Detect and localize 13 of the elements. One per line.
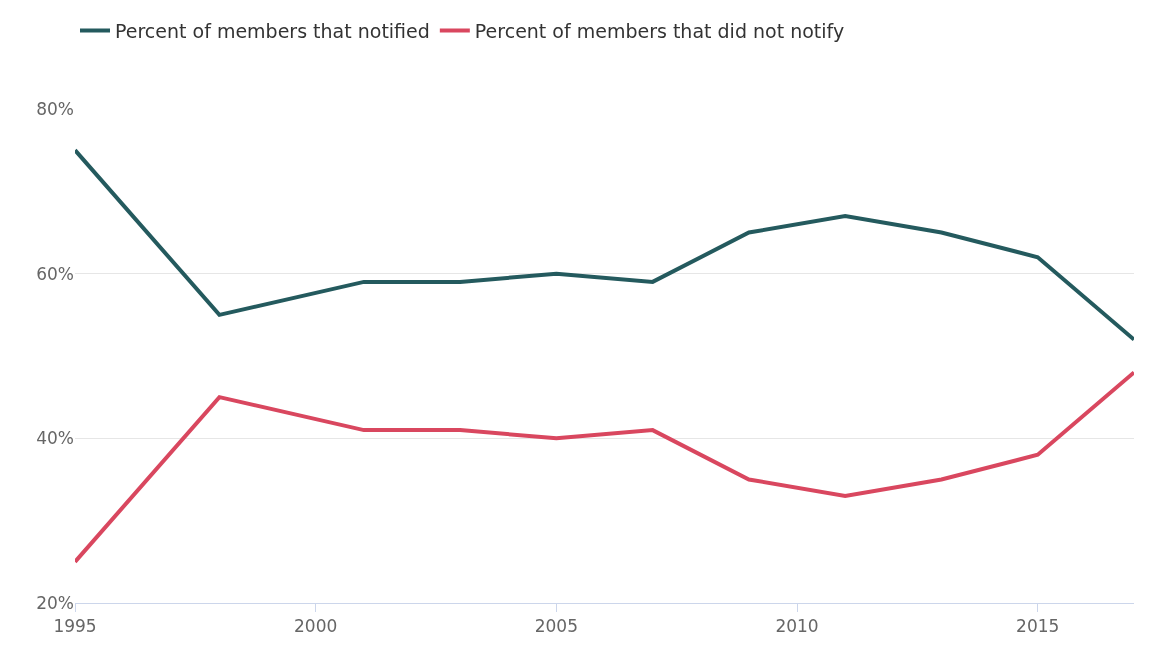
- y-tick-label: 40%: [36, 428, 74, 449]
- legend-label: Percent of members that did not notify: [474, 19, 845, 42]
- x-tick-label: 2015: [1016, 616, 1060, 637]
- y-tick-label: 80%: [36, 98, 74, 119]
- line-series: [75, 370, 1134, 564]
- line-series: [75, 148, 1134, 342]
- legend-label: Percent of members that notified: [115, 19, 430, 42]
- x-tick-label: 2010: [775, 616, 819, 637]
- y-tick-label: 60%: [36, 263, 74, 284]
- x-tick-label: 1995: [53, 616, 97, 637]
- x-tick-label: 2005: [534, 616, 578, 637]
- x-tick-label: 2000: [294, 616, 338, 637]
- y-tick-label: 20%: [36, 592, 74, 613]
